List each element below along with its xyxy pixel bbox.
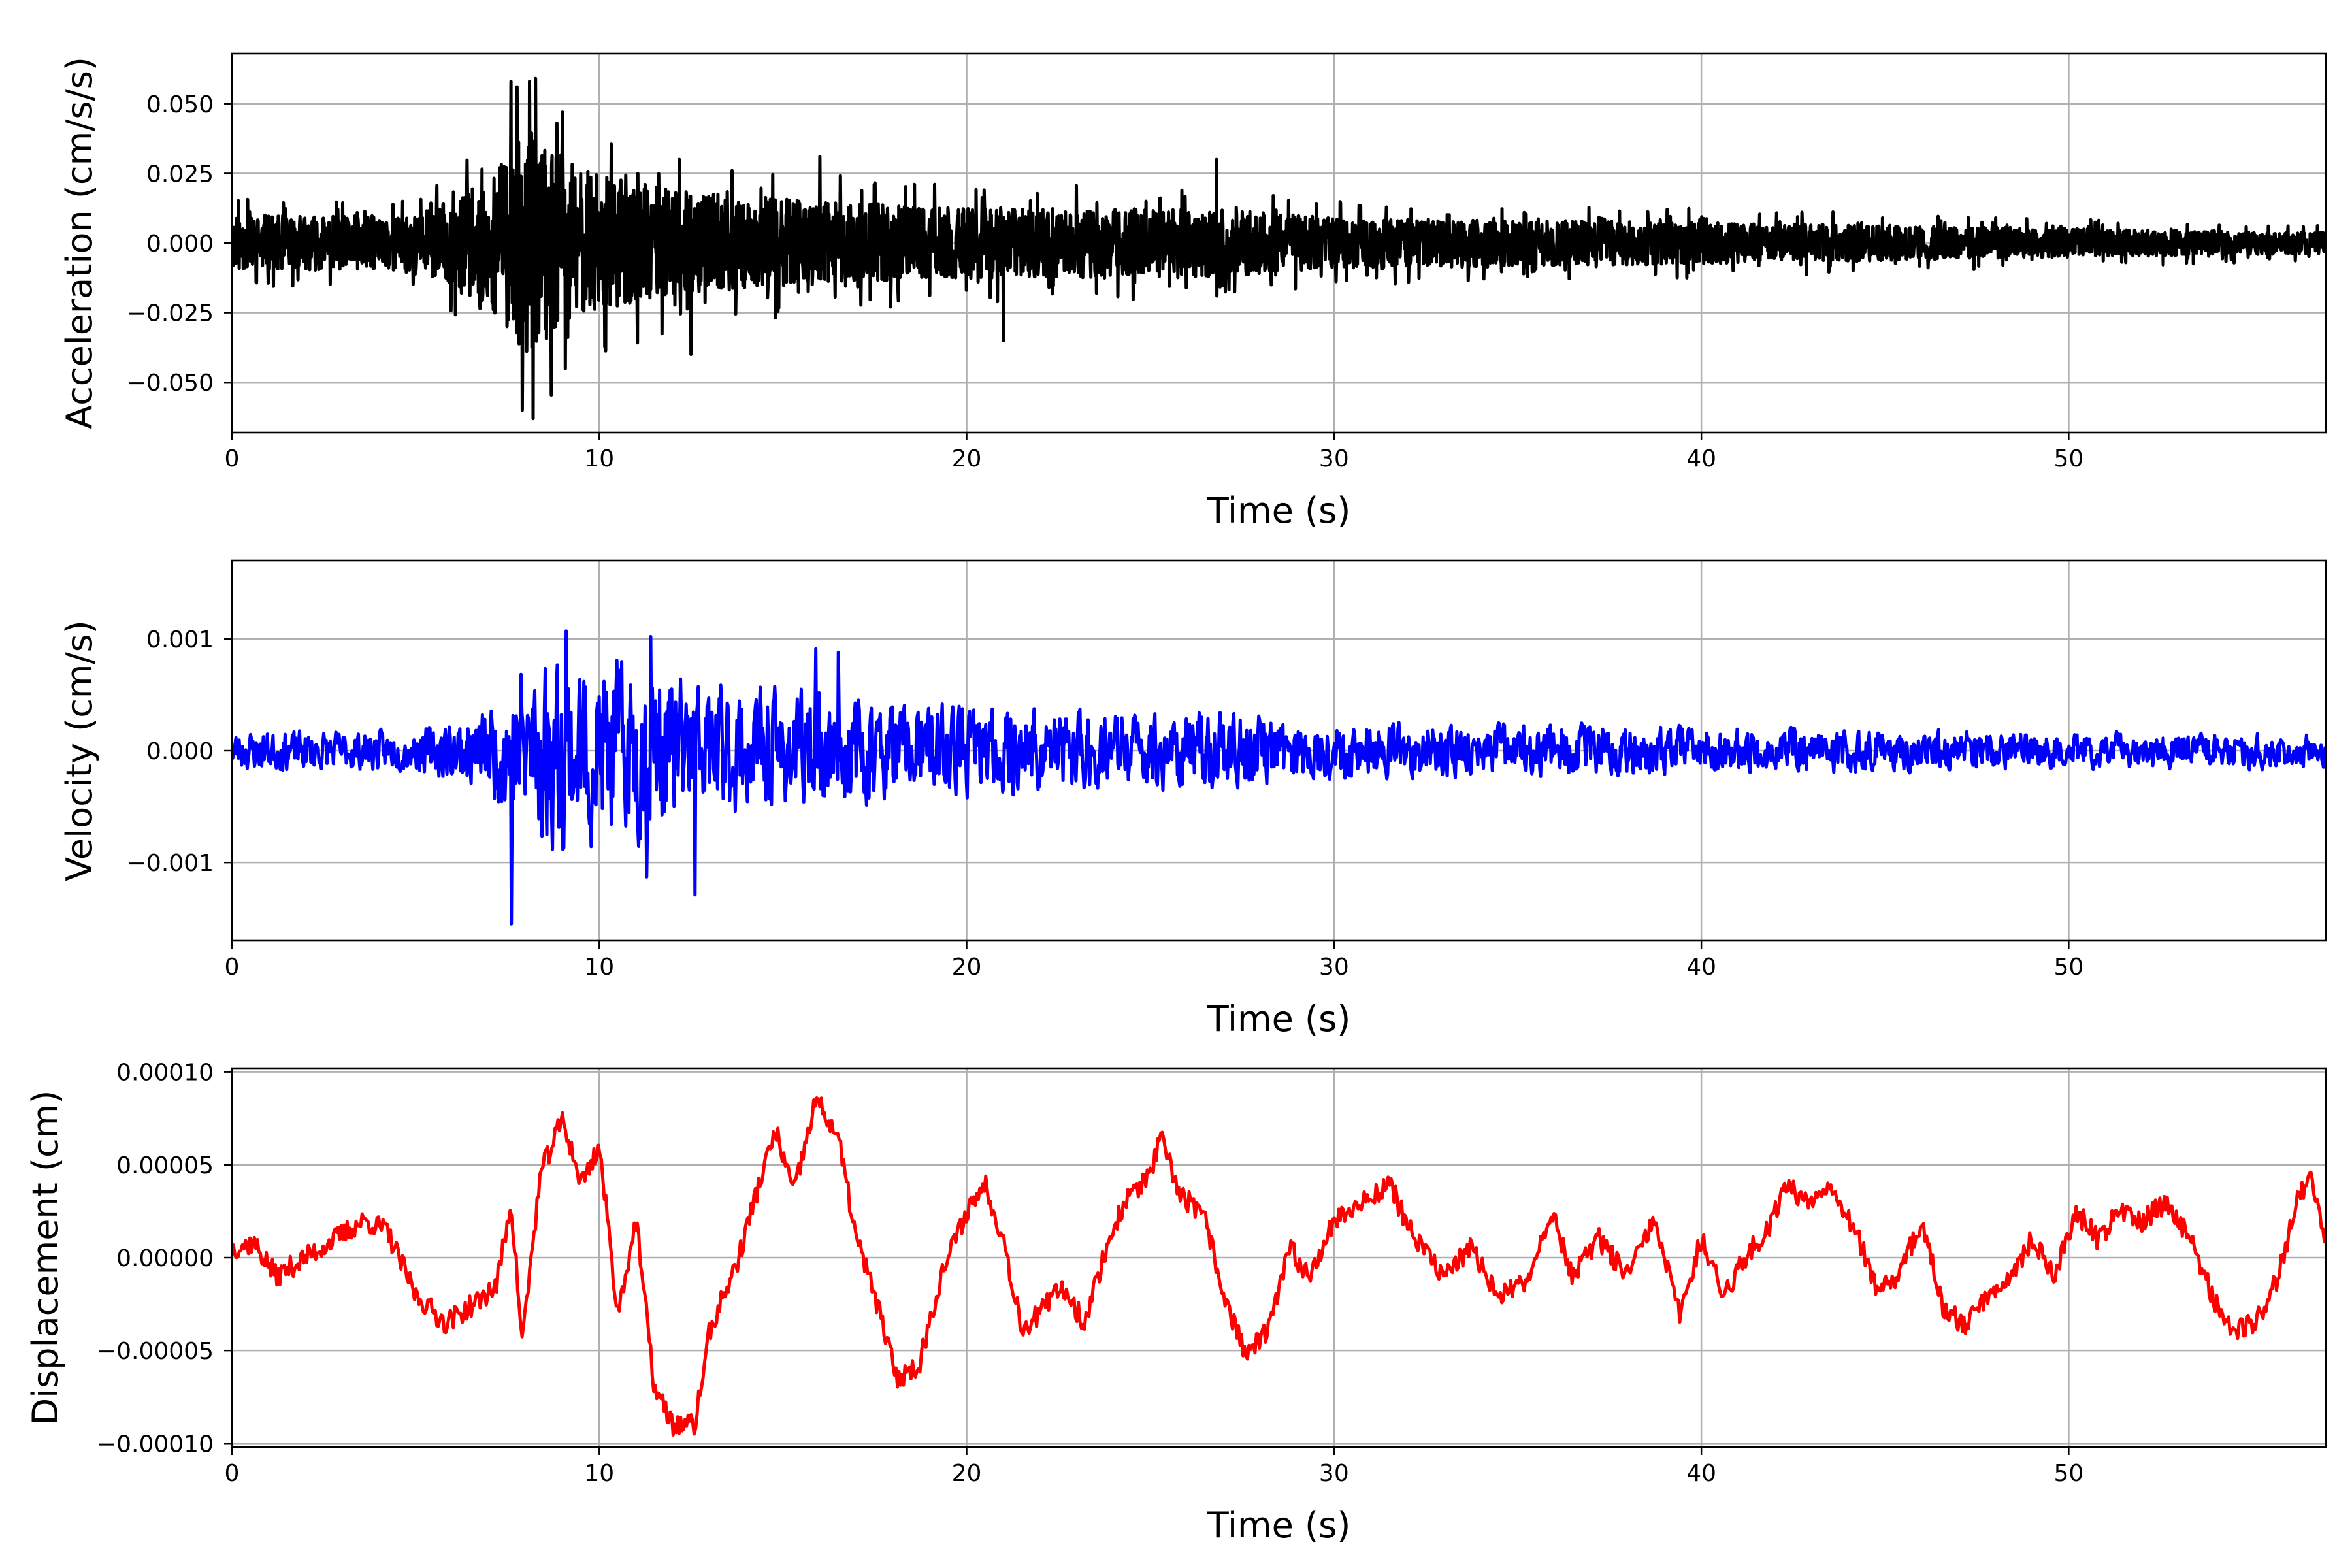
velocity-series-line	[232, 629, 2326, 926]
y-tick-label: 0.00005	[116, 1152, 214, 1179]
x-tick-label: 0	[225, 1460, 240, 1487]
panel-displacement: 0 10 20 30 40 50 −0.00010 −0.00005 0.00000 0.0000…	[25, 1060, 2327, 1546]
x-tick-label: 0	[225, 446, 240, 472]
y-tick-label: 0.000	[146, 738, 214, 765]
y-tick-label: −0.025	[127, 301, 214, 327]
acceleration-series-line	[232, 76, 2326, 421]
panel-velocity: 0 10 20 30 40 50 −0.001 0.000 0.001 Time (s) Veloc…	[59, 559, 2327, 1039]
x-tick-label: 20	[952, 954, 982, 981]
y-axis-label: Velocity (cm/s)	[59, 620, 100, 881]
y-tick-label: 0.00010	[116, 1060, 214, 1086]
x-tick-label: 50	[2053, 1460, 2083, 1487]
y-tick-label: −0.00010	[97, 1431, 214, 1458]
x-tick-label: 50	[2053, 446, 2083, 472]
y-tick-label: −0.00005	[97, 1338, 214, 1365]
x-tick-label: 30	[1319, 954, 1349, 981]
x-tick-label: 10	[584, 954, 614, 981]
y-tick-label: 0.001	[146, 627, 214, 653]
x-tick-label: 50	[2053, 954, 2083, 981]
x-tick-label: 10	[584, 446, 614, 472]
y-axis-label: Acceleration (cm/s/s)	[59, 57, 100, 429]
x-tick-label: 0	[225, 954, 240, 981]
x-tick-label: 40	[1686, 1460, 1716, 1487]
x-tick-label: 20	[952, 446, 982, 472]
y-tick-label: −0.050	[127, 370, 214, 397]
y-tick-label: 0.025	[146, 161, 214, 188]
displacement-series-line	[232, 1096, 2326, 1437]
x-axis-label: Time (s)	[1207, 490, 1351, 531]
y-tick-label: 0.00000	[116, 1245, 214, 1272]
panel-acceleration: 0 10 20 30 40 50 −0.050 −0.025 0.000 0.025 0.050 Ti…	[59, 52, 2327, 531]
y-tick-label: 0.050	[146, 91, 214, 118]
x-tick-label: 40	[1686, 954, 1716, 981]
y-tick-label: 0.000	[146, 231, 214, 257]
y-axis-label: Displacement (cm)	[25, 1090, 66, 1426]
x-tick-label: 40	[1686, 446, 1716, 472]
x-tick-label: 30	[1319, 446, 1349, 472]
x-axis-label: Time (s)	[1207, 998, 1351, 1039]
y-tick-label: −0.001	[127, 850, 214, 877]
x-tick-label: 20	[952, 1460, 982, 1487]
x-tick-label: 10	[584, 1460, 614, 1487]
x-tick-label: 30	[1319, 1460, 1349, 1487]
x-axis-label: Time (s)	[1207, 1505, 1351, 1546]
